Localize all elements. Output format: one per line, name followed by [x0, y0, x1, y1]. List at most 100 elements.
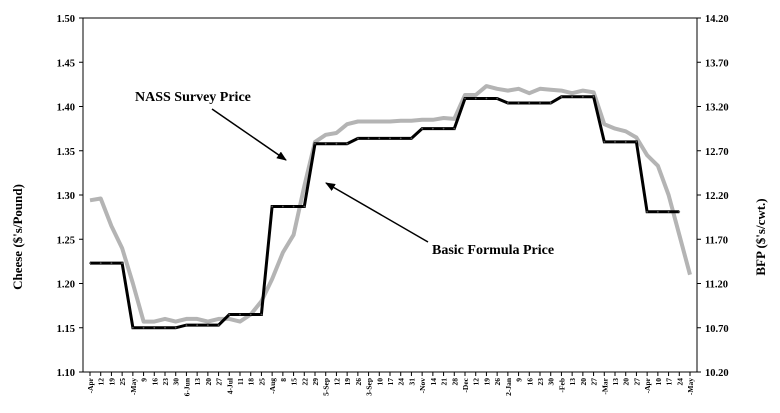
basic-formula-price-point	[164, 326, 166, 329]
basic-formula-price-point	[121, 262, 124, 265]
annotation-bfp-arrow	[325, 182, 429, 243]
x-tick-label: 9	[140, 378, 149, 382]
x-tick-label: 10	[654, 378, 663, 386]
x-tick-label: 20	[579, 378, 588, 386]
basic-formula-price-point	[281, 205, 284, 208]
basic-formula-price-point	[239, 313, 241, 316]
x-tick-label: 30	[547, 378, 556, 386]
annotation-nass-arrow	[211, 108, 287, 161]
x-tick-label: 23	[161, 378, 170, 386]
basic-formula-price-point	[367, 137, 370, 140]
basic-formula-price-point	[528, 102, 531, 104]
x-tick-label: 2-Jan	[504, 377, 513, 396]
right-tick-label: 12.20	[705, 191, 729, 202]
right-tick-label: 14.20	[705, 14, 729, 25]
left-tick-label: 1.50	[57, 14, 75, 25]
x-tick-label: 4-Jul	[225, 378, 234, 394]
basic-formula-price-point	[314, 142, 316, 145]
x-tick-label: 20	[622, 378, 631, 386]
x-tick-label: -Dec	[461, 377, 470, 392]
basic-formula-price-point	[442, 127, 445, 130]
x-tick-label: -Mar	[600, 377, 609, 394]
right-tick-label: 13.20	[705, 103, 729, 114]
basic-formula-price-point	[99, 262, 102, 265]
basic-formula-price-point	[260, 313, 263, 316]
basic-formula-price-point	[549, 102, 552, 104]
basic-formula-price-point	[335, 142, 338, 145]
basic-formula-price-point	[410, 137, 413, 140]
x-tick-label: 23	[536, 378, 545, 386]
left-tick-label: 1.15	[57, 324, 75, 335]
x-tick-label: 12	[97, 378, 106, 386]
x-tick-label: 13	[611, 378, 620, 386]
left-tick-label: 1.25	[57, 235, 75, 246]
x-tick-label: 5-Sep	[322, 378, 331, 396]
basic-formula-price-point	[656, 210, 659, 213]
basic-formula-price-point	[399, 137, 402, 140]
right-axis-ticks: 10.20 10.70 11.20 11.70 12.20 12.70 13.20 13.70…	[697, 14, 729, 379]
basic-formula-price-line	[90, 95, 680, 330]
x-tick-label: 30	[172, 378, 181, 386]
x-tick-label: 12	[472, 378, 481, 386]
basic-formula-price-point	[271, 205, 274, 208]
basic-formula-price-point	[474, 97, 477, 100]
annotation-nass-label: NASS Survey Price	[135, 90, 251, 105]
basic-formula-price-point	[217, 324, 220, 326]
basic-formula-price-point	[517, 102, 520, 104]
basic-formula-price-point	[131, 326, 134, 329]
x-tick-label: 26	[493, 378, 502, 386]
basic-formula-price-point	[496, 97, 499, 100]
basic-formula-price-point	[185, 324, 188, 326]
x-tick-label: 29	[311, 378, 320, 386]
x-tick-label: 28	[450, 378, 459, 386]
x-tick-label: 15	[290, 378, 299, 386]
x-tick-label: 12	[332, 378, 341, 386]
x-tick-label: -May	[129, 378, 138, 395]
basic-formula-price-point	[110, 262, 113, 265]
basic-formula-price-point	[303, 205, 306, 208]
right-tick-label: 10.70	[705, 324, 729, 335]
basic-formula-price-point	[356, 137, 359, 140]
x-tick-label: 9	[515, 378, 524, 382]
basic-formula-price-point	[346, 142, 349, 145]
x-tick-label: 21	[440, 378, 449, 386]
basic-formula-price-point	[571, 95, 574, 98]
x-tick-label: 25	[118, 378, 127, 386]
x-tick-label: 10	[375, 378, 384, 386]
basic-formula-price-point	[485, 97, 488, 100]
left-tick-label: 1.40	[57, 103, 75, 114]
annotations: NASS Survey Price Basic Formula Price	[135, 90, 554, 258]
basic-formula-price-point	[539, 102, 541, 104]
basic-formula-price-point	[174, 326, 177, 329]
x-tick-label: 24	[397, 378, 406, 386]
x-tick-label: 13	[568, 378, 577, 386]
x-tick-label: 8	[279, 378, 288, 382]
basic-formula-price-point	[635, 141, 638, 143]
x-tick-label: 26	[354, 378, 363, 386]
x-tick-label: 31	[407, 378, 416, 386]
basic-formula-price-point	[453, 127, 456, 130]
x-tick-label: 19	[107, 378, 116, 386]
x-tick-label: 27	[590, 378, 599, 386]
basic-formula-price-point	[506, 102, 509, 104]
x-tick-label: 6-Jun	[182, 377, 191, 396]
right-axis-title: BFP ($'s/cwt.)	[753, 198, 768, 275]
x-tick-label: 14	[429, 378, 438, 386]
x-tick-label: -Aug	[268, 378, 277, 394]
x-tick-label: 3-Sep	[365, 378, 374, 396]
x-tick-label: 17	[386, 378, 395, 386]
right-tick-label: 11.20	[705, 280, 728, 291]
right-tick-label: 12.70	[705, 147, 729, 158]
basic-formula-price-point	[324, 142, 327, 145]
basic-formula-price-point	[581, 95, 584, 98]
basic-formula-price-point	[431, 127, 434, 130]
x-tick-label: 27	[632, 378, 641, 386]
x-tick-label: -Feb	[557, 378, 566, 393]
right-tick-label: 13.70	[705, 58, 729, 69]
annotation-bfp-label: Basic Formula Price	[432, 243, 554, 258]
basic-formula-price-point	[196, 324, 199, 326]
basic-formula-price-point	[389, 137, 391, 140]
basic-formula-price-point	[89, 262, 91, 265]
right-tick-label: 11.70	[705, 235, 728, 246]
